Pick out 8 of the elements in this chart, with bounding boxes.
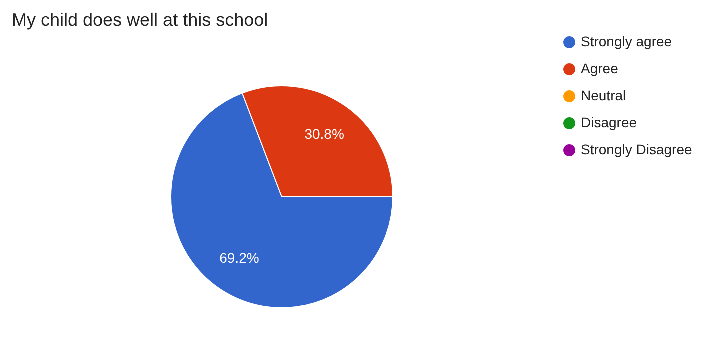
legend-label: Strongly agree bbox=[581, 34, 672, 50]
legend-label: Neutral bbox=[581, 88, 626, 104]
chart-title: My child does well at this school bbox=[12, 10, 268, 30]
data-label: 69.2% bbox=[220, 250, 260, 266]
legend-label: Agree bbox=[581, 60, 619, 76]
data-label: 30.8% bbox=[304, 126, 344, 142]
legend-label: Strongly Disagree bbox=[581, 142, 692, 158]
legend-label: Disagree bbox=[581, 114, 638, 130]
